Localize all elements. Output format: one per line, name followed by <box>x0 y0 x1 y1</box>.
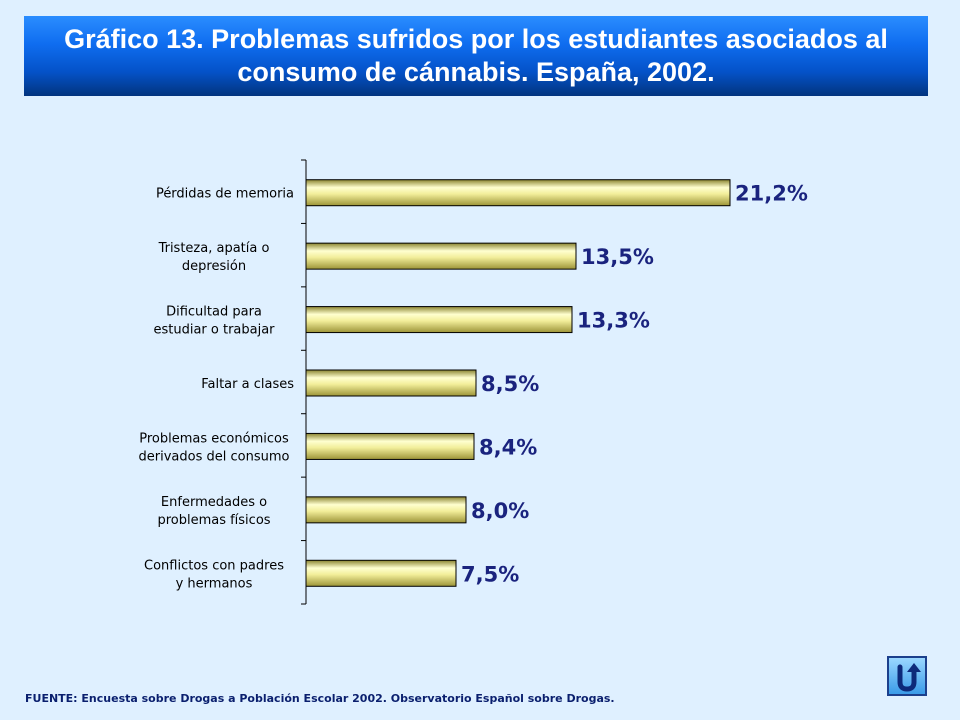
title-banner: Gráfico 13. Problemas sufridos por los e… <box>24 16 928 96</box>
category-label: Pérdidas de memoria <box>156 187 294 202</box>
category-label-line: Faltar a clases <box>201 377 294 392</box>
category-label-line: Dificultad para <box>166 305 262 320</box>
category-label-line: derivados del consumo <box>139 449 290 464</box>
bar <box>305 432 475 460</box>
value-label: 8,5% <box>481 372 539 396</box>
source-note: FUENTE: Encuesta sobre Drogas a Població… <box>25 692 615 705</box>
bar <box>305 306 573 334</box>
chart-title: Gráfico 13. Problemas sufridos por los e… <box>64 24 888 87</box>
value-label: 8,0% <box>471 499 529 523</box>
return-button[interactable] <box>887 656 927 696</box>
category-label-line: Pérdidas de memoria <box>156 187 294 202</box>
value-label: 7,5% <box>461 562 519 586</box>
category-label: Conflictos con padres y hermanos <box>144 558 284 591</box>
category-label-line: Tristeza, apatía o <box>158 241 270 256</box>
category-label-line: Problemas económicos <box>139 431 289 446</box>
category-label-line: Conflictos con padres <box>144 558 284 573</box>
bar <box>305 496 467 524</box>
bar <box>305 559 457 587</box>
category-label-line: Enfermedades o <box>161 495 267 510</box>
category-label: Problemas económicos derivados del consum… <box>139 431 290 464</box>
category-label: Enfermedades o problemas físicos <box>157 495 270 528</box>
value-label: 21,2% <box>735 182 808 206</box>
value-label: 8,4% <box>479 435 537 459</box>
category-label-line: depresión <box>182 259 246 274</box>
category-label-line: y hermanos <box>176 576 253 591</box>
category-label: Faltar a clases <box>201 377 294 392</box>
category-label: Tristeza, apatía o depresión <box>158 241 270 274</box>
value-label: 13,5% <box>581 245 654 269</box>
category-label: Dificultad para estudiar o trabajar <box>153 305 275 338</box>
u-turn-return-icon <box>897 663 921 692</box>
category-label-line: problemas físicos <box>157 513 270 528</box>
bar <box>305 179 731 207</box>
value-label: 13,3% <box>577 309 650 333</box>
bar <box>305 242 577 270</box>
bar <box>305 369 477 397</box>
category-label-line: estudiar o trabajar <box>153 323 275 338</box>
